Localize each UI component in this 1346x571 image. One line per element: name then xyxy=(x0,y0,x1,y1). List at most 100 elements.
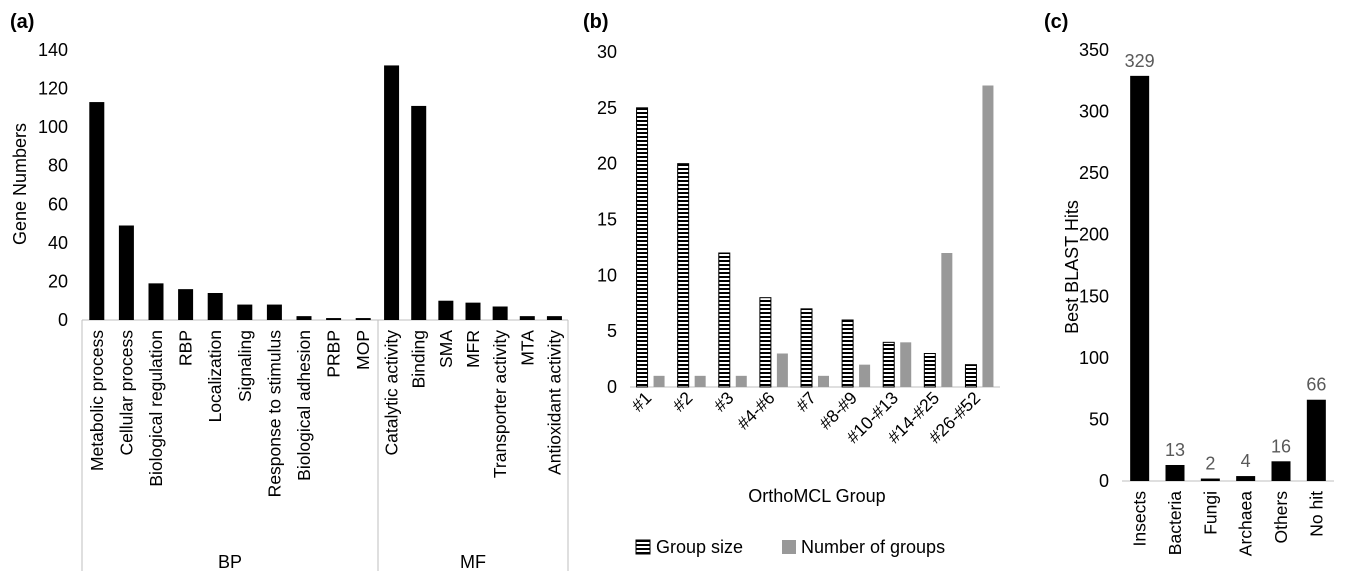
panel-a-category-label: RBP xyxy=(176,330,196,366)
panel-a-chart: (a) Gene Numbers 0 20 40 60 80 100 120 140 Metab… xyxy=(10,11,569,571)
panel-b-y-tick-label: 10 xyxy=(597,265,617,285)
panel-b-bar-group-size-26-52 xyxy=(964,364,977,388)
panel-c-bar-insects xyxy=(1130,75,1150,482)
panel-a-bar-prbp xyxy=(326,318,342,320)
panel-c-category-label: No hit xyxy=(1306,491,1326,537)
panel-b-category-label: #2 xyxy=(669,388,697,416)
panel-a-bar-mfr xyxy=(465,302,481,320)
panel-c-category-label: Fungi xyxy=(1200,491,1220,535)
panel-a-category-label: PRBP xyxy=(324,330,344,378)
panel-c-data-label: 16 xyxy=(1271,436,1291,456)
panel-a-category-label: Catalytic activity xyxy=(382,330,402,456)
panel-a-category-label: Biological adhesion xyxy=(294,330,314,481)
panel-b-bar-number-of-groups-1 xyxy=(653,375,665,387)
panel-a-y-tick-label: 40 xyxy=(48,233,68,253)
panel-b-y-tick-label: 30 xyxy=(597,42,617,62)
panel-a-category-label: MFR xyxy=(463,330,483,368)
panel-c-category-label: Bacteria xyxy=(1165,491,1185,555)
panel-a-bar-response-to-stimulus xyxy=(266,304,282,320)
panel-a-y-tick-label: 80 xyxy=(48,156,68,176)
panel-a-y-tick-label: 120 xyxy=(38,79,68,99)
panel-a-bar-mta xyxy=(519,316,535,320)
panel-c-data-label: 66 xyxy=(1306,375,1326,395)
panel-c-bar-bacteria xyxy=(1165,464,1185,481)
panel-c-y-tick-label: 150 xyxy=(1079,286,1109,306)
panel-c-bar-others xyxy=(1271,461,1291,481)
panel-a-category-label: Localization xyxy=(205,330,225,422)
panel-c-y-tick-label: 0 xyxy=(1099,471,1109,491)
panel-c-y-axis-title: Best BLAST Hits xyxy=(1062,200,1082,334)
panel-b-y-tick-label: 0 xyxy=(607,377,617,397)
panel-a-category-label: Response to stimulus xyxy=(264,330,284,498)
panel-b-bar-number-of-groups-2 xyxy=(694,375,706,387)
panel-a-y-tick-label: 0 xyxy=(58,310,68,330)
panel-c-label: (c) xyxy=(1044,11,1068,33)
panel-c-y-tick-label: 200 xyxy=(1079,225,1109,245)
panel-a-bar-transporter-activity xyxy=(492,306,508,320)
panel-b-category-label: #3 xyxy=(710,388,738,416)
panel-b-bar-group-size-7 xyxy=(800,308,813,388)
panel-a-y-axis-title: Gene Numbers xyxy=(10,123,30,245)
panel-c-y-tick-label: 50 xyxy=(1089,409,1109,429)
panel-b-bar-group-size-14-25 xyxy=(923,353,936,388)
panel-c-data-label: 4 xyxy=(1241,451,1251,471)
panel-b-legend-swatch-group-size xyxy=(635,539,651,555)
panel-a-category-label: MTA xyxy=(517,330,537,366)
panel-c-category-label: Archaea xyxy=(1236,491,1256,556)
panel-a-bar-antioxidant-activity xyxy=(546,316,562,320)
panel-b-bar-number-of-groups-7 xyxy=(818,375,829,387)
panel-c-data-label: 13 xyxy=(1165,440,1185,460)
panel-a-group-label: BP xyxy=(218,552,242,571)
panel-a-bar-mop xyxy=(355,318,371,320)
panel-a-category-label: Transporter activity xyxy=(490,330,510,478)
panel-b-bar-number-of-groups-3 xyxy=(735,375,747,387)
panel-b-legend-label: Number of groups xyxy=(801,537,945,557)
panel-c-bar-no-hit xyxy=(1306,399,1326,481)
panel-c-bar-fungi xyxy=(1200,478,1220,481)
panel-b-y-tick-label: 5 xyxy=(607,321,617,341)
panel-c-y-tick-label: 250 xyxy=(1079,163,1109,183)
panel-b-x-axis-title: OrthoMCL Group xyxy=(748,486,885,506)
panel-b-bar-number-of-groups-26-52 xyxy=(982,85,994,387)
panel-c-category-label: Others xyxy=(1271,491,1291,544)
panel-a-category-label: MOP xyxy=(353,330,373,370)
panel-a-y-tick-label: 60 xyxy=(48,194,68,214)
panel-a-bar-metabolic-process xyxy=(89,102,105,320)
panel-b-y-tick-label: 25 xyxy=(597,98,617,118)
panel-b-bar-number-of-groups-8-9 xyxy=(859,364,871,387)
panel-b-bar-group-size-3 xyxy=(718,252,731,388)
panel-b-y-tick-label: 15 xyxy=(597,210,617,230)
panel-a-bar-sma xyxy=(438,300,454,320)
panel-c-chart: (c) Best BLAST Hits 0 50 100 150 200 250 300 35… xyxy=(1044,11,1334,556)
panel-a-category-label: Binding xyxy=(409,330,429,388)
panel-c-data-label: 2 xyxy=(1205,454,1215,474)
panel-a-category-label: Cellular process xyxy=(116,330,136,456)
panel-b-legend-label: Group size xyxy=(656,537,743,557)
panel-b-category-label: #4-#6 xyxy=(733,388,779,434)
panel-a-category-label: Biological regulation xyxy=(146,330,166,487)
panel-c-y-tick-label: 300 xyxy=(1079,102,1109,122)
panel-a-y-tick-label: 140 xyxy=(38,40,68,60)
panel-b-category-label: #7 xyxy=(792,388,820,416)
panel-a-bar-signaling xyxy=(237,304,253,320)
panel-a-category-label: Antioxidant activity xyxy=(544,330,564,475)
panel-b-bar-group-size-10-13 xyxy=(882,341,895,388)
panel-b-bar-number-of-groups-10-13 xyxy=(900,342,912,387)
panel-a-bar-biological-regulation xyxy=(148,283,164,320)
panel-b-category-label: #1 xyxy=(627,388,655,416)
panel-a-y-tick-label: 100 xyxy=(38,117,68,137)
panel-a-bar-binding xyxy=(411,105,427,320)
panel-b-bar-group-size-1 xyxy=(636,107,649,388)
panel-a-bar-biological-adhesion xyxy=(296,316,312,320)
panel-a-category-label: SMA xyxy=(436,330,456,368)
panel-a-bar-rbp xyxy=(178,289,194,320)
panel-c-data-label: 329 xyxy=(1125,51,1155,71)
panel-c-category-label: Insects xyxy=(1130,491,1150,547)
panel-c-y-tick-label: 100 xyxy=(1079,348,1109,368)
panel-a-bar-catalytic-activity xyxy=(384,65,400,320)
panel-a-category-label: Signaling xyxy=(235,330,255,402)
panel-b-label: (b) xyxy=(583,11,609,33)
panel-b-chart: (b) OrthoMCL Group 0 5 10 15 20 25 30 #1 #2 #3#4-… xyxy=(583,11,1000,557)
panel-c-bar-archaea xyxy=(1236,476,1256,481)
